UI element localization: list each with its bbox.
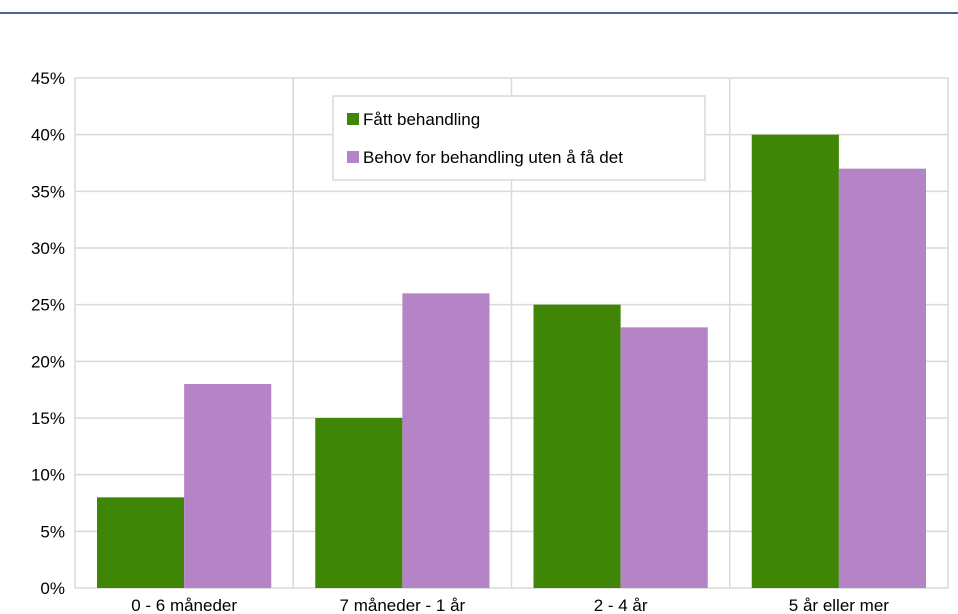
bar-series1-2 — [315, 418, 403, 588]
y-tick-label: 0% — [40, 579, 65, 598]
bar-series1-1 — [97, 497, 185, 588]
x-tick-label: 5 år eller mer — [789, 596, 889, 614]
header-divider — [0, 12, 958, 14]
x-tick-label: 0 - 6 måneder — [131, 596, 237, 614]
x-axis: 0 - 6 måneder 7 måneder - 1 år 2 - 4 år 5 å… — [131, 596, 889, 614]
y-tick-label: 35% — [31, 182, 65, 201]
x-tick-label: 7 måneder - 1 år — [340, 596, 466, 614]
legend-swatch-series1 — [347, 113, 359, 125]
y-axis: 0% 5% 10% 15% 20% 25% 30% 35% 40% 45% — [31, 69, 65, 598]
y-tick-label: 15% — [31, 409, 65, 428]
x-tick-label: 2 - 4 år — [594, 596, 648, 614]
y-tick-label: 10% — [31, 466, 65, 485]
y-tick-label: 30% — [31, 239, 65, 258]
y-tick-label: 20% — [31, 352, 65, 371]
y-tick-label: 40% — [31, 126, 65, 145]
legend-swatch-series2 — [347, 151, 359, 163]
bar-series2-4 — [838, 168, 926, 588]
legend-label-series2: Behov for behandling uten å få det — [363, 148, 623, 167]
legend-box — [332, 95, 706, 181]
bar-series1-4 — [751, 134, 839, 588]
legend: Fått behandling Behov for behandling uten… — [332, 95, 706, 181]
bar-series1-3 — [533, 304, 621, 588]
legend-label-series1: Fått behandling — [363, 110, 480, 129]
bars — [97, 134, 926, 588]
y-tick-label: 25% — [31, 296, 65, 315]
y-tick-label: 5% — [40, 522, 65, 541]
bar-series2-1 — [184, 384, 272, 588]
y-tick-label: 45% — [31, 69, 65, 88]
bar-series2-3 — [620, 327, 708, 588]
bar-series2-2 — [402, 293, 490, 588]
